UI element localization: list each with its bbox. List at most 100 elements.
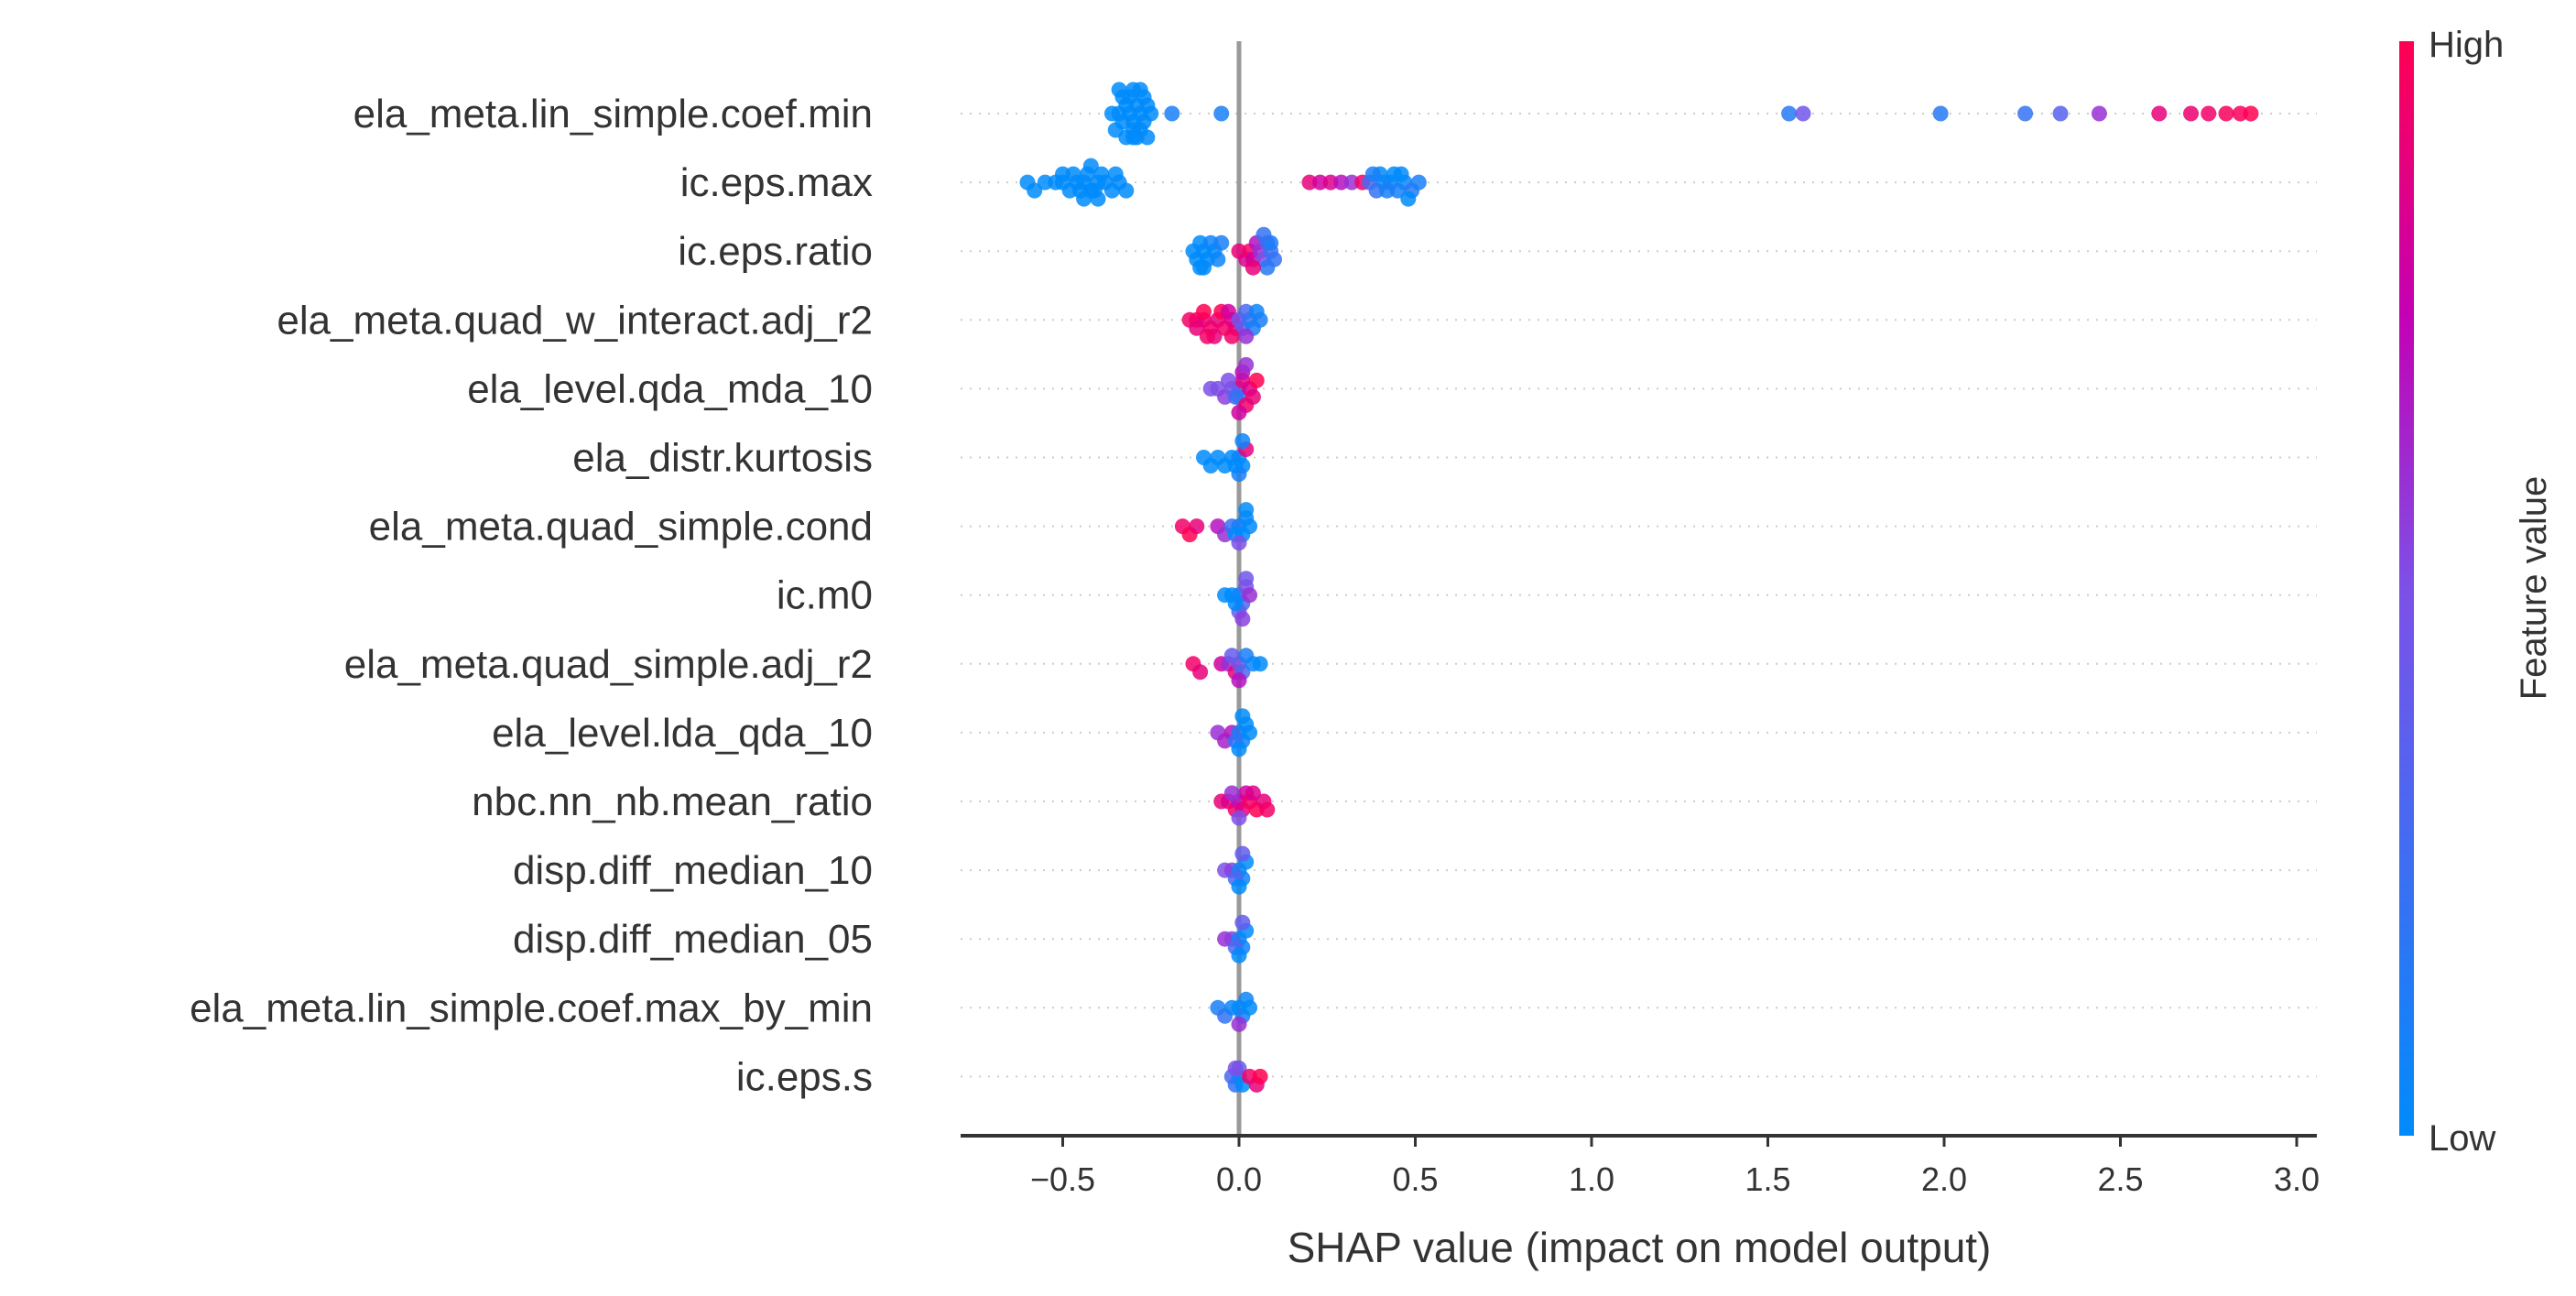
shap-point	[2091, 105, 2107, 122]
shap-point	[1076, 191, 1092, 207]
shap-point	[1125, 129, 1141, 146]
colorbar-high-label: High	[2429, 25, 2504, 65]
shap-point	[1252, 311, 1268, 328]
feature-label: ic.m0	[777, 573, 873, 618]
shap-point	[1220, 372, 1236, 388]
shap-point	[1795, 105, 1811, 122]
shap-point	[1227, 1060, 1244, 1076]
shap-point	[2052, 105, 2069, 122]
shap-point	[1107, 166, 1124, 182]
shap-point	[1259, 259, 1276, 276]
shap-point	[1248, 372, 1265, 388]
feature-label: ic.eps.ratio	[678, 229, 873, 274]
feature-label: ela_meta.quad_simple.cond	[369, 505, 873, 550]
shap-point	[1255, 226, 1272, 243]
x-tick-label: 1.0	[1569, 1160, 1614, 1198]
feature-label: disp.diff_median_10	[513, 848, 873, 893]
shap-point	[1364, 166, 1381, 182]
feature-label: ela_meta.lin_simple.coef.max_by_min	[190, 986, 873, 1030]
shap-point	[1223, 648, 1240, 664]
shap-point	[1231, 404, 1247, 420]
colorbar: High Low Feature value	[2399, 25, 2554, 1159]
shap-point	[1065, 166, 1081, 182]
shap-point	[1781, 105, 1798, 122]
feature-label: ela_distr.kurtosis	[572, 436, 873, 481]
feature-label: ic.eps.s	[736, 1054, 873, 1099]
shap-point	[1238, 328, 1255, 344]
shap-point	[2201, 105, 2217, 122]
feature-label: nbc.nn_nb.mean_ratio	[472, 779, 873, 824]
shap-point	[1234, 708, 1251, 724]
shap-point	[1227, 458, 1244, 474]
shap-point	[1245, 785, 1261, 801]
x-tick-label: 2.5	[2097, 1160, 2143, 1198]
shap-point	[1196, 303, 1212, 320]
shap-point	[1210, 251, 1226, 267]
shap-point	[1132, 82, 1148, 98]
shap-point	[1932, 105, 1949, 122]
shap-point	[1231, 741, 1247, 757]
shap-point	[1164, 105, 1180, 122]
shap-point	[1259, 801, 1276, 818]
shap-point	[1199, 328, 1215, 344]
shap-point	[1410, 174, 1427, 191]
shap-point	[1238, 571, 1255, 587]
row-gridlines	[961, 113, 2317, 1078]
shap-point	[1231, 535, 1247, 551]
shap-point	[1234, 611, 1251, 627]
shap-point	[1231, 672, 1247, 689]
x-tick-label: 3.0	[2274, 1160, 2320, 1198]
shap-point	[1223, 328, 1240, 344]
shap-point	[2151, 105, 2168, 122]
shap-point	[1231, 947, 1247, 964]
shap-point	[1111, 82, 1127, 98]
feature-labels: ela_meta.lin_simple.coef.min ic.eps.max ic…	[190, 92, 873, 1099]
shap-point	[2017, 105, 2034, 122]
shap-points	[1019, 82, 2259, 1093]
shap-point	[1223, 785, 1240, 801]
feature-label: ela_meta.quad_w_interact.adj_r2	[277, 298, 873, 343]
x-tick-label: 1.5	[1745, 1160, 1790, 1198]
shap-point	[1192, 664, 1209, 681]
shap-point	[1242, 724, 1258, 741]
colorbar-gradient	[2399, 41, 2414, 1136]
shap-point	[1238, 502, 1255, 518]
shap-point	[1192, 259, 1209, 276]
shap-point	[1231, 878, 1247, 895]
x-tick-label: 0.0	[1216, 1160, 1262, 1198]
x-axis: −0.5 0.0 0.5 1.0 1.5 2.0 2.5 3.0	[961, 1134, 2320, 1198]
shap-point	[1245, 388, 1261, 405]
feature-label: disp.diff_median_05	[513, 917, 873, 962]
shap-point	[1213, 234, 1230, 251]
shap-point	[1027, 182, 1043, 199]
x-tick-label: 0.5	[1392, 1160, 1438, 1198]
feature-label: ela_meta.quad_simple.adj_r2	[344, 642, 873, 687]
shap-point	[1379, 182, 1396, 199]
shap-point	[1242, 587, 1258, 604]
shap-point	[1082, 158, 1099, 174]
feature-label: ela_level.qda_mda_10	[467, 366, 873, 411]
shap-point	[1189, 518, 1205, 535]
shap-point	[1093, 166, 1110, 182]
shap-point	[1234, 914, 1251, 931]
shap-point	[1400, 191, 1417, 207]
feature-label: ela_level.lda_qda_10	[492, 711, 873, 756]
x-axis-title: SHAP value (impact on model output)	[1288, 1224, 1992, 1271]
colorbar-title: Feature value	[2514, 476, 2554, 701]
x-tick-label: −0.5	[1030, 1160, 1095, 1198]
x-tick-label: 2.0	[1921, 1160, 1967, 1198]
shap-point	[1189, 320, 1205, 336]
shap-point	[1238, 356, 1255, 373]
colorbar-low-label: Low	[2429, 1118, 2495, 1159]
shap-point	[1231, 810, 1247, 826]
feature-label: ic.eps.max	[680, 160, 873, 205]
feature-label: ela_meta.lin_simple.coef.min	[353, 92, 873, 136]
shap-point	[1213, 105, 1230, 122]
shap-point	[1234, 433, 1251, 449]
shap-point	[2183, 105, 2199, 122]
shap-point	[1139, 129, 1156, 146]
shap-point	[1220, 303, 1236, 320]
shap-point	[1245, 259, 1261, 276]
shap-point	[1118, 182, 1135, 199]
